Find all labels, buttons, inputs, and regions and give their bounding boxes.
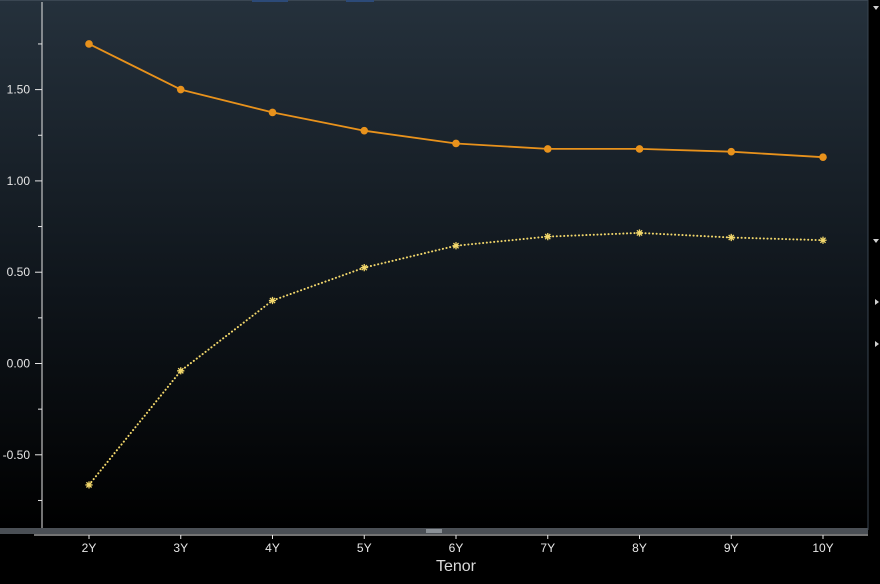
y-tick-label: 0.50 [7, 265, 31, 279]
series-2 [85, 229, 827, 489]
x-tick-label: 3Y [173, 541, 188, 555]
series-1-point [360, 126, 369, 135]
y-tick-label: 0.00 [7, 357, 31, 371]
x-tick-label: 6Y [449, 541, 464, 555]
y-tick-label: -0.50 [3, 448, 31, 462]
series-1-point [819, 153, 827, 161]
series-2-point [727, 233, 735, 242]
chart-top-border [0, 0, 868, 1]
marker-triangle-down-icon [873, 6, 879, 10]
x-tick-label: 4Y [265, 541, 280, 555]
series-1-point [176, 85, 185, 94]
tab-marker-right [346, 0, 374, 2]
series-1-point [268, 108, 277, 117]
tab-marker-left [252, 0, 288, 2]
marker-triangle-right-icon [875, 341, 879, 347]
series-1-point [727, 147, 736, 156]
series-2-point [85, 481, 93, 489]
series-2-point [544, 232, 552, 241]
y-tick-label: 1.50 [7, 83, 31, 97]
series-1 [85, 40, 827, 161]
marker-triangle-right-icon [875, 299, 879, 305]
series-2-point [452, 242, 460, 250]
series-2-point [268, 296, 277, 305]
series-2-point [177, 367, 185, 375]
series-1-point [635, 145, 644, 153]
resize-grip[interactable] [426, 529, 442, 533]
y-tick-label: 1.00 [7, 174, 31, 188]
x-tick-label: 8Y [632, 541, 647, 555]
x-axis-title: Tenor [436, 558, 477, 575]
x-tick-label: 7Y [540, 541, 555, 555]
plot-background [0, 0, 868, 530]
x-tick-label: 2Y [82, 541, 97, 555]
marker-triangle-down-icon [873, 239, 879, 243]
x-tick-label: 5Y [357, 541, 372, 555]
series-2-point [635, 229, 644, 237]
series-2-point [360, 264, 368, 272]
series-1-point [85, 40, 93, 48]
x-tick-label: 10Y [812, 541, 833, 555]
x-tick-label: 9Y [724, 541, 739, 555]
series-2-point [819, 236, 827, 244]
right-edge-markers [873, 6, 879, 347]
series-1-point [452, 139, 460, 148]
series-2-line [88, 231, 824, 486]
series-1-point [543, 145, 552, 153]
